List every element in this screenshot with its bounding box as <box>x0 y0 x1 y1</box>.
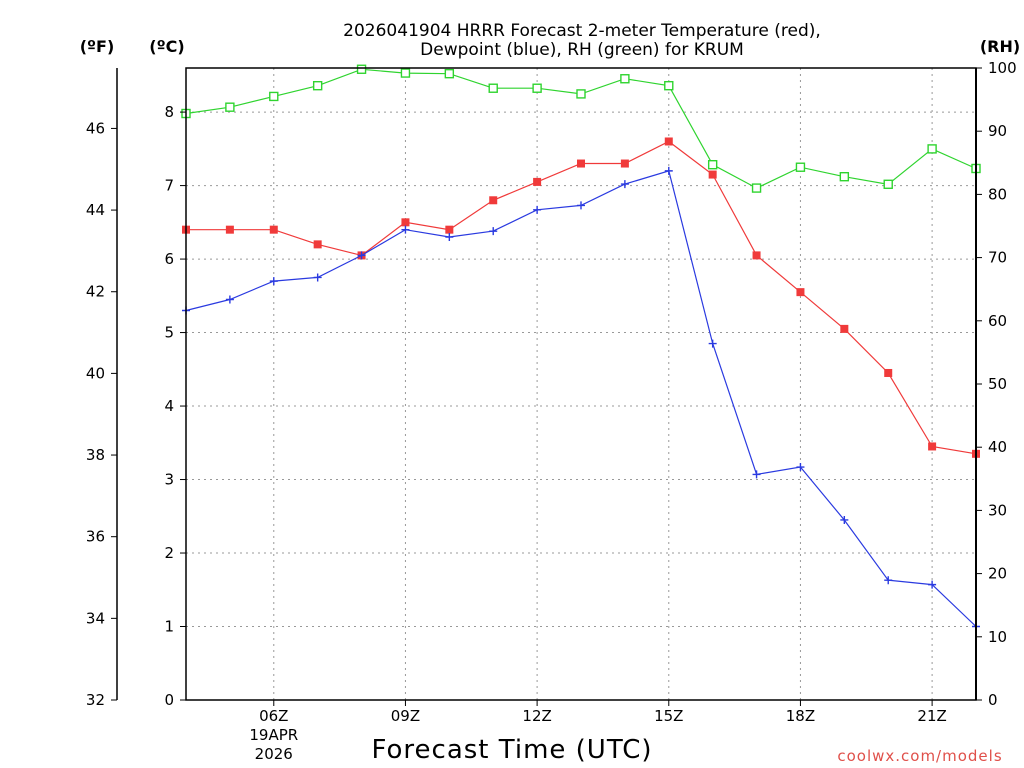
x-axis-title: Forecast Time (UTC) <box>371 735 652 765</box>
rh-unit-label: (RH) <box>980 37 1020 56</box>
rh-point <box>269 91 279 102</box>
dewpoint-point <box>664 166 673 175</box>
celsius-tick-label: 8 <box>164 103 174 121</box>
fahrenheit-tick-label: 46 <box>86 119 105 137</box>
x-tick-label: 15Z <box>654 707 683 725</box>
dewpoint-point <box>752 470 761 479</box>
rh-point <box>620 74 630 84</box>
temperature-point <box>577 159 585 168</box>
axis-ticks: 0123456783234363840424446010203040506070… <box>86 59 1017 763</box>
celsius-unit-label: (ºC) <box>149 37 184 56</box>
fahrenheit-unit-label: (ºF) <box>80 37 115 56</box>
dewpoint-point <box>313 273 322 282</box>
rh-point <box>225 102 235 112</box>
rh-tick-label: 40 <box>988 438 1007 456</box>
rh-point <box>664 80 674 91</box>
rh-tick-label: 10 <box>988 628 1007 646</box>
dewpoint-point <box>796 463 805 472</box>
fahrenheit-tick-label: 44 <box>86 201 105 219</box>
x-tick-label: 06Z <box>259 707 288 725</box>
rh-point <box>576 89 586 99</box>
rh-point <box>444 68 455 79</box>
rh-point <box>532 83 542 93</box>
dewpoint-point <box>708 339 717 348</box>
celsius-tick-label: 5 <box>164 324 174 342</box>
fahrenheit-tick-label: 40 <box>86 364 105 382</box>
dewpoint-point <box>884 576 893 585</box>
rh-tick-label: 80 <box>988 185 1007 203</box>
temperature-point <box>796 288 805 297</box>
rh-point <box>751 183 762 193</box>
celsius-tick-label: 0 <box>164 691 174 709</box>
rh-point <box>927 144 937 154</box>
celsius-tick-label: 2 <box>164 544 174 562</box>
rh-tick-label: 20 <box>988 565 1007 583</box>
dewpoint-point <box>533 205 542 214</box>
fahrenheit-tick-label: 38 <box>86 446 105 464</box>
dewpoint-point <box>225 295 234 304</box>
rh-point <box>488 83 498 93</box>
rh-point <box>795 162 806 172</box>
temperature-point <box>708 170 717 179</box>
rh-tick-label: 30 <box>988 501 1007 519</box>
fahrenheit-tick-label: 36 <box>86 528 105 546</box>
temperature-point <box>489 196 498 205</box>
dewpoint-point <box>269 277 278 286</box>
rh-point <box>312 80 323 91</box>
rh-point <box>400 68 411 78</box>
rh-tick-label: 60 <box>988 312 1007 330</box>
dewpoint-point <box>357 251 366 260</box>
dewpoint-line <box>185 170 977 627</box>
rh-tick-label: 70 <box>988 249 1007 267</box>
dewpoint-point <box>620 180 629 189</box>
rh-point <box>356 64 367 74</box>
rh-tick-label: 100 <box>988 59 1017 77</box>
temperature-point <box>752 251 761 260</box>
dewpoint-point <box>445 233 454 242</box>
temperature-point <box>884 368 893 377</box>
temperature-point <box>401 218 410 227</box>
celsius-tick-label: 6 <box>164 250 174 268</box>
chart-title-line1: 2026041904 HRRR Forecast 2-meter Tempera… <box>343 21 821 41</box>
x-tick-label: 09Z <box>391 707 420 725</box>
chart-title-line2: Dewpoint (blue), RH (green) for KRUM <box>420 40 744 60</box>
x-tick-label: 18Z <box>786 707 815 725</box>
dewpoint-point <box>489 227 498 236</box>
x-tick-year-label: 2026 <box>255 745 293 763</box>
dewpoint-point <box>928 580 937 589</box>
data-series <box>181 64 981 631</box>
temperature-point <box>840 324 849 333</box>
temperature-line <box>186 140 977 455</box>
fahrenheit-tick-label: 42 <box>86 283 105 301</box>
temperature-point <box>533 177 542 186</box>
x-tick-label: 12Z <box>522 707 551 725</box>
temperature-point <box>445 225 454 234</box>
celsius-tick-label: 4 <box>164 397 174 415</box>
temperature-point <box>225 225 234 234</box>
rh-tick-label: 50 <box>988 375 1007 393</box>
temperature-point <box>269 225 278 234</box>
rh-line <box>185 68 977 189</box>
fahrenheit-tick-label: 34 <box>86 609 105 627</box>
dewpoint-point <box>577 201 585 210</box>
rh-point <box>883 179 893 189</box>
temperature-point <box>313 240 322 249</box>
temperature-point <box>928 442 937 451</box>
celsius-tick-label: 3 <box>164 471 174 489</box>
x-tick-label: 21Z <box>917 707 946 725</box>
rh-tick-label: 0 <box>988 691 998 709</box>
celsius-tick-label: 7 <box>164 177 174 195</box>
rh-point <box>707 159 718 170</box>
dewpoint-point <box>401 225 410 234</box>
temperature-point <box>620 159 629 168</box>
fahrenheit-tick-label: 32 <box>86 691 105 709</box>
rh-point <box>839 172 850 182</box>
credit-text: coolwx.com/models <box>837 747 1002 765</box>
temperature-point <box>664 137 673 146</box>
dewpoint-point <box>840 515 849 524</box>
rh-tick-label: 90 <box>988 122 1007 140</box>
x-tick-date-label: 19APR <box>249 726 298 744</box>
celsius-tick-label: 1 <box>164 618 174 636</box>
